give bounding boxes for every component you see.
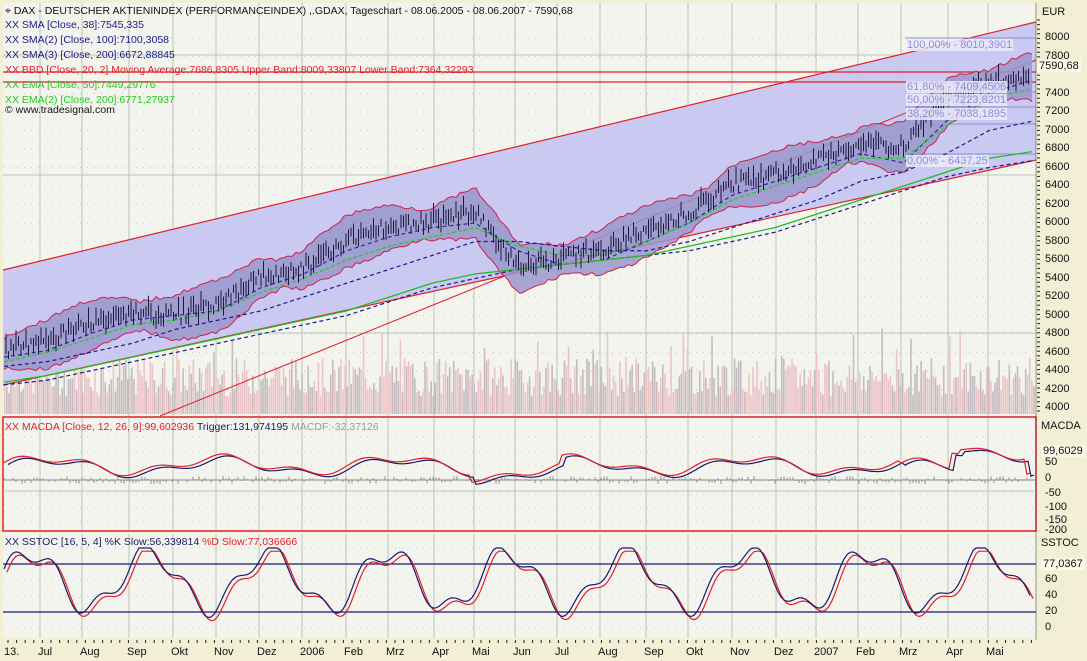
indicator-legend-item: XX SMA(2) [Close, 100]:7100,3058 [5,34,170,46]
bollinger-bands [3,52,1033,372]
time-axis-label: Dez [774,646,794,658]
time-axis-label: 2006 [300,646,325,658]
fib-100: 100,00% - 8010,3901 [906,39,1014,51]
time-axis-label: Feb [856,646,875,658]
sstoc-axis-tick: 40 [1045,589,1058,601]
time-axis-label: Aug [598,646,618,658]
fib-0: 0,00% - 6437,25 [906,155,989,167]
price-axis-tick: 5000 [1045,308,1070,321]
price-axis-tick: 4200 [1045,382,1070,395]
price-axis-tick: 5400 [1045,271,1070,284]
macd-panel [2,416,1037,532]
time-axis-label: Apr [946,646,964,658]
macd-axis-tick: 0 [1045,472,1052,484]
price-axis-tick: 7400 [1045,86,1070,99]
price-axis-tick: 5600 [1045,253,1070,265]
sstoc-axis-tick: 20 [1045,605,1058,617]
sstoc-axis-tick: 0 [1045,621,1052,633]
macd-axis-tick: -100 [1045,501,1068,513]
time-axis-label: Nov [214,646,234,658]
time-axis-label: Apr [432,646,450,658]
indicator-legend-item: XX EMA [Close, 50]:7449,29776 [5,79,156,91]
sstoc-axis-name: SSTOC [1041,537,1079,549]
sstoc-legend: XX SSTOC [16, 5, 4] %K Slow:56,339814 %D… [5,536,298,548]
time-axis-label: Mrz [386,646,405,658]
indicator-legend-item: XX SMA [Close, 38]:7545,335 [5,19,144,31]
macd-lines [3,436,1036,523]
time-axis-label: Jun [513,646,531,658]
indicator-legend-item: XX EMA(2) [Close, 200]:6771,27937 [5,94,175,106]
time-axis-label: Sep [644,646,664,658]
fib-382: 38,20% - 7038,1895 [906,108,1008,120]
sstoc-lines [3,547,1036,629]
time-axis-label: Okt [171,646,189,658]
price-axis-tick: 4000 [1045,401,1070,413]
price-axis-tick: 6800 [1045,142,1070,154]
price-axis-tick: 5200 [1045,290,1070,302]
chart-title: ⌖ DAX - DEUTSCHER AKTIENINDEX (PERFORMAN… [5,5,573,17]
price-axis-tick: 6200 [1045,197,1070,210]
axis-ticks [7,19,1040,643]
copyright-label: © www.tradesignal.com [5,104,115,116]
time-axis-label: Jul [38,646,53,658]
time-axis-label: Nov [730,646,750,658]
macd-axis-tick: -150 [1045,514,1068,526]
macd-legend: XX MACDA [Close, 12, 26, 9]:99,602936 Tr… [5,421,379,433]
time-axis-label: 2007 [814,646,839,658]
volume-bars [4,328,1035,414]
time-axis-label: 13. [4,646,20,658]
time-axis-label: Feb [344,646,363,658]
price-axis-unit: EUR [1042,6,1066,18]
time-axis-label: Mai [986,646,1004,658]
indicator-legend-item: XX BBD [Close, 20, 2] Moving Average:768… [5,64,474,76]
price-axis-tick: 4800 [1045,327,1070,339]
fib-50: 50,00% - 7223,8201 [906,94,1008,106]
macd-current-tag: 99,6029 [1041,445,1085,457]
time-axis-label: Jul [555,646,570,658]
sstoc-axis-tick: 60 [1045,573,1058,585]
sstoc-current-tag: 77,0367 [1041,558,1085,570]
fib-618: 61,80% - 7409,4506 [906,81,1008,93]
sstoc-panel [3,533,1036,638]
macd-axis-name: MACDA [1041,420,1081,432]
price-axis-tick: 6000 [1045,216,1070,228]
price-axis-tick: 7000 [1045,123,1070,136]
macd-axis-tick: 50 [1045,456,1058,468]
current-price-tag: 7590,68 [1037,60,1081,72]
price-axis-tick: 7200 [1045,105,1070,117]
price-axis-tick: 7800 [1045,49,1070,62]
price-axis-tick: 5800 [1045,234,1070,247]
price-axis-tick: 6600 [1045,160,1070,173]
time-axis-label: Sep [127,646,147,658]
time-axis-label: Okt [686,646,704,658]
time-axis-label: Mrz [899,646,918,658]
macd-axis-tick: -50 [1045,487,1061,499]
price-axis-tick: 4400 [1045,364,1070,376]
cursor-icon: ⌖ [5,5,14,17]
time-axis-label: Dez [257,646,277,658]
indicator-legend: XX SMA [Close, 38]:7545,335 XX SMA(2) [Cl… [5,18,474,108]
time-axis-label: Aug [80,646,100,658]
indicator-legend-item: XX SMA(3) [Close, 200]:6672,88845 [5,49,175,61]
price-axis-tick: 6400 [1045,179,1070,191]
price-axis-tick: 4600 [1045,345,1070,358]
macd-axis-tick: -200 [1045,524,1068,536]
price-axis-tick: 8000 [1045,31,1070,43]
time-axis-label: Mai [472,646,490,658]
